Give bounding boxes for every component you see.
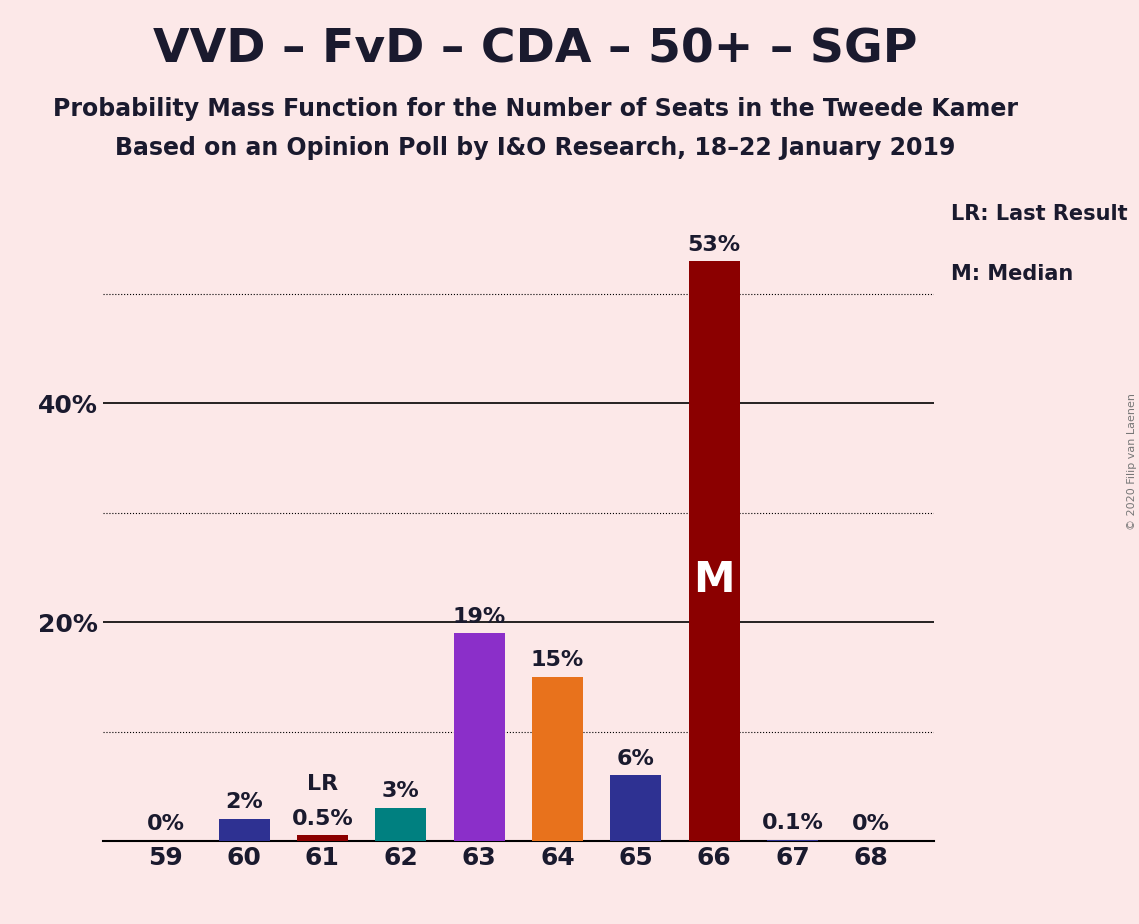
Bar	[767, 840, 818, 841]
Text: 3%: 3%	[382, 782, 419, 801]
Text: LR: Last Result: LR: Last Result	[951, 204, 1128, 225]
Bar	[689, 261, 739, 841]
Bar	[532, 676, 583, 841]
Text: 0.1%: 0.1%	[762, 813, 823, 833]
Bar	[375, 808, 426, 841]
Text: 15%: 15%	[531, 650, 584, 670]
Text: Based on an Opinion Poll by I&O Research, 18–22 January 2019: Based on an Opinion Poll by I&O Research…	[115, 136, 956, 160]
Text: 0%: 0%	[852, 814, 890, 834]
Text: 0%: 0%	[147, 814, 185, 834]
Text: 19%: 19%	[452, 606, 506, 626]
Text: 0.5%: 0.5%	[292, 808, 353, 829]
Text: Probability Mass Function for the Number of Seats in the Tweede Kamer: Probability Mass Function for the Number…	[52, 97, 1018, 121]
Text: 6%: 6%	[617, 748, 655, 769]
Bar	[453, 633, 505, 841]
Text: © 2020 Filip van Laenen: © 2020 Filip van Laenen	[1126, 394, 1137, 530]
Bar	[219, 819, 270, 841]
Text: 53%: 53%	[688, 235, 740, 255]
Bar	[611, 775, 662, 841]
Text: VVD – FvD – CDA – 50+ – SGP: VVD – FvD – CDA – 50+ – SGP	[153, 28, 918, 73]
Text: M: Median: M: Median	[951, 263, 1073, 284]
Text: 2%: 2%	[226, 793, 263, 812]
Text: LR: LR	[306, 773, 338, 794]
Text: M: M	[694, 559, 735, 602]
Bar	[297, 835, 347, 841]
